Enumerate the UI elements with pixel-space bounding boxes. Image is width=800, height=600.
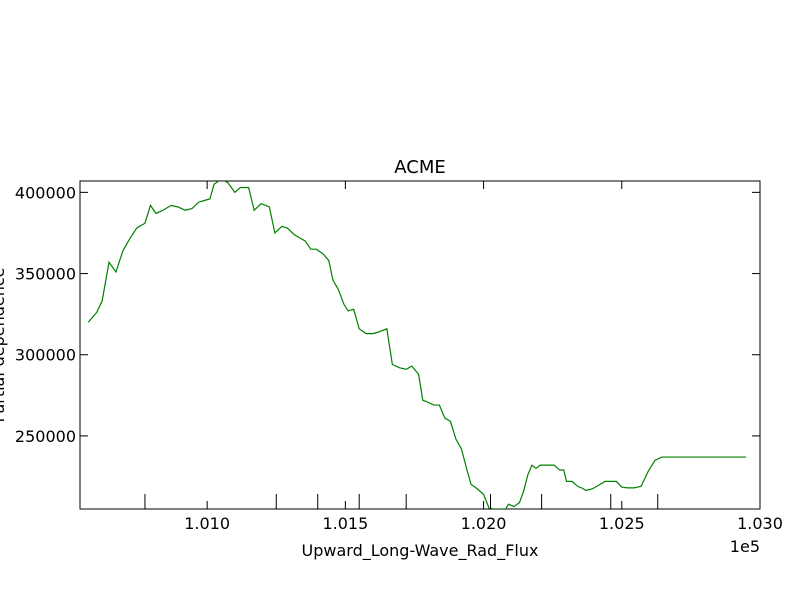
plot-frame bbox=[79, 180, 761, 510]
series-group bbox=[87, 181, 747, 509]
y-axis-label: Partial-dependence bbox=[0, 268, 8, 423]
y-tick-label: 300000 bbox=[15, 346, 76, 365]
x-axis-ticks: 1.010 1.015 1.020 1.025 1.030 bbox=[144, 181, 783, 533]
x-axis-label: Upward_Long-Wave_Rad_Flux bbox=[302, 541, 539, 561]
y-tick-label: 250000 bbox=[15, 427, 76, 446]
x-axis-offset-label: 1e5 bbox=[730, 537, 760, 556]
series-line-1 bbox=[87, 181, 747, 509]
x-tick-label: 1.015 bbox=[322, 514, 368, 533]
x-tick-label: 1.010 bbox=[184, 514, 230, 533]
y-tick-label: 400000 bbox=[15, 183, 76, 202]
y-axis-ticks: 250000 300000 350000 400000 bbox=[15, 183, 760, 446]
x-tick-label: 1.020 bbox=[461, 514, 507, 533]
x-tick-label: 1.030 bbox=[737, 514, 783, 533]
chart-title: ACME bbox=[394, 157, 445, 178]
x-tick-label: 1.025 bbox=[599, 514, 645, 533]
y-tick-label: 350000 bbox=[15, 265, 76, 284]
